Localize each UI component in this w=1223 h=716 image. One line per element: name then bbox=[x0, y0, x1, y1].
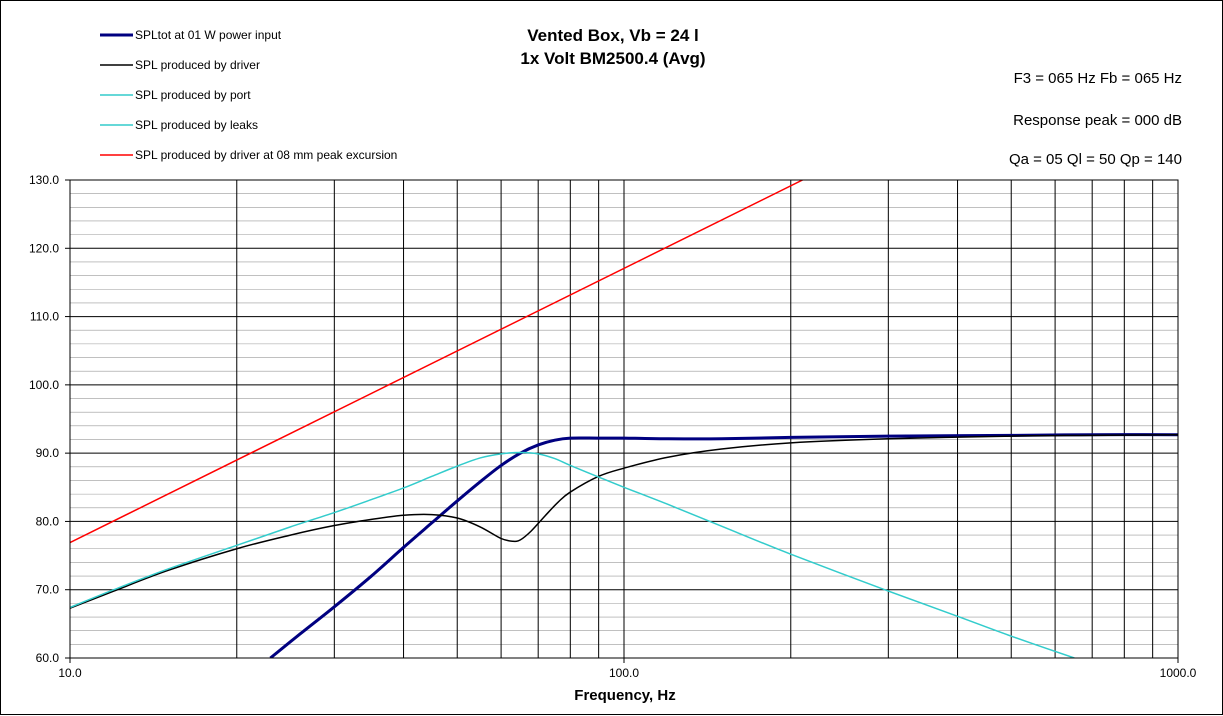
legend-label-4: SPL produced by driver at 08 mm peak exc… bbox=[135, 148, 397, 162]
chart-title-line-2: 1x Volt BM2500.4 (Avg) bbox=[520, 49, 705, 68]
legend-label-3: SPL produced by leaks bbox=[135, 118, 258, 132]
x-axis-label: Frequency, Hz bbox=[574, 687, 675, 704]
series-line-1 bbox=[70, 433, 1178, 609]
y-tick-label: 130.0 bbox=[29, 173, 59, 187]
y-tick-label: 70.0 bbox=[36, 583, 60, 597]
series-layer bbox=[70, 180, 1178, 658]
series-line-0 bbox=[269, 433, 1178, 658]
info-response-peak: Response peak = 000 dB bbox=[1013, 112, 1182, 129]
series-line-2 bbox=[70, 451, 1075, 658]
legend-label-1: SPL produced by driver bbox=[135, 58, 260, 72]
series-line-4 bbox=[70, 180, 803, 544]
y-tick-label: 90.0 bbox=[36, 446, 60, 460]
y-tick-label: 100.0 bbox=[29, 378, 59, 392]
legend: SPLtot at 01 W power input SPL produced b… bbox=[100, 28, 397, 162]
info-f3-fb: F3 = 065 Hz Fb = 065 Hz bbox=[1014, 70, 1182, 87]
info-q-values: Qa = 05 Ql = 50 Qp = 140 bbox=[1009, 151, 1182, 168]
axis-ticks: 60.0 70.0 80.0 90.0 100.0 110.0 120.0 130.0 10.0… bbox=[29, 173, 1197, 680]
chart-title-line-1: Vented Box, Vb = 24 l bbox=[527, 26, 698, 45]
y-tick-label: 60.0 bbox=[36, 651, 60, 665]
x-tick-label: 1000.0 bbox=[1160, 666, 1197, 680]
x-tick-label: 100.0 bbox=[609, 666, 639, 680]
legend-label-0: SPLtot at 01 W power input bbox=[135, 28, 282, 42]
y-tick-label: 110.0 bbox=[30, 310, 59, 324]
legend-label-2: SPL produced by port bbox=[135, 88, 251, 102]
grid-lines bbox=[70, 179, 1178, 659]
y-tick-label: 80.0 bbox=[36, 514, 60, 528]
x-tick-label: 10.0 bbox=[58, 666, 82, 680]
y-tick-label: 120.0 bbox=[29, 241, 59, 255]
